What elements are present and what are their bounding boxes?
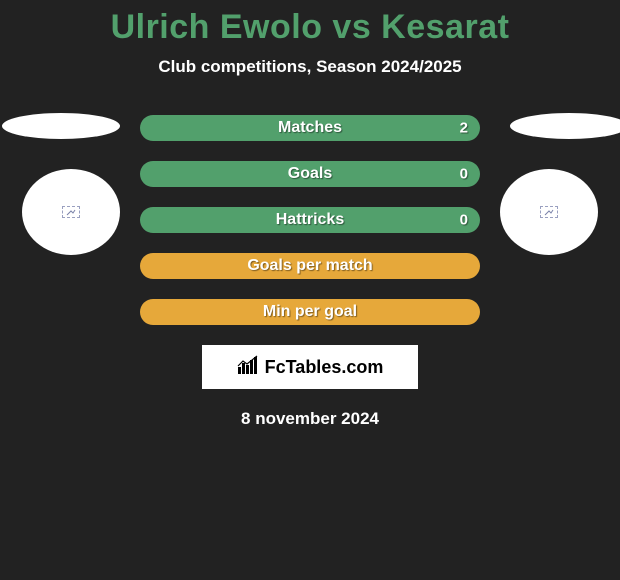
player-right-ellipse <box>510 113 620 139</box>
stat-label: Min per goal <box>140 303 480 321</box>
stat-label: Goals <box>140 165 480 183</box>
player-right-avatar <box>500 169 598 255</box>
stat-label: Matches <box>140 119 480 137</box>
stat-row: Matches2 <box>140 115 480 141</box>
stat-value: 0 <box>460 212 468 229</box>
flag-placeholder-icon <box>540 206 558 218</box>
date-text: 8 november 2024 <box>0 409 620 429</box>
stat-label: Hattricks <box>140 211 480 229</box>
stat-value: 0 <box>460 166 468 183</box>
stat-value: 2 <box>460 120 468 137</box>
brand-banner[interactable]: FcTables.com <box>202 345 418 389</box>
stat-row: Min per goal <box>140 299 480 325</box>
comparison-stage: Matches2Goals0Hattricks0Goals per matchM… <box>0 115 620 325</box>
player-left-ellipse <box>2 113 120 139</box>
subtitle: Club competitions, Season 2024/2025 <box>0 57 620 77</box>
stat-label: Goals per match <box>140 257 480 275</box>
flag-placeholder-icon <box>62 206 80 218</box>
stat-row: Goals0 <box>140 161 480 187</box>
player-left-avatar <box>22 169 120 255</box>
chart-bars-icon <box>237 355 259 380</box>
stat-row: Goals per match <box>140 253 480 279</box>
stat-row: Hattricks0 <box>140 207 480 233</box>
page-title: Ulrich Ewolo vs Kesarat <box>0 0 620 47</box>
brand-text: FcTables.com <box>265 357 384 378</box>
stat-rows: Matches2Goals0Hattricks0Goals per matchM… <box>140 115 480 325</box>
